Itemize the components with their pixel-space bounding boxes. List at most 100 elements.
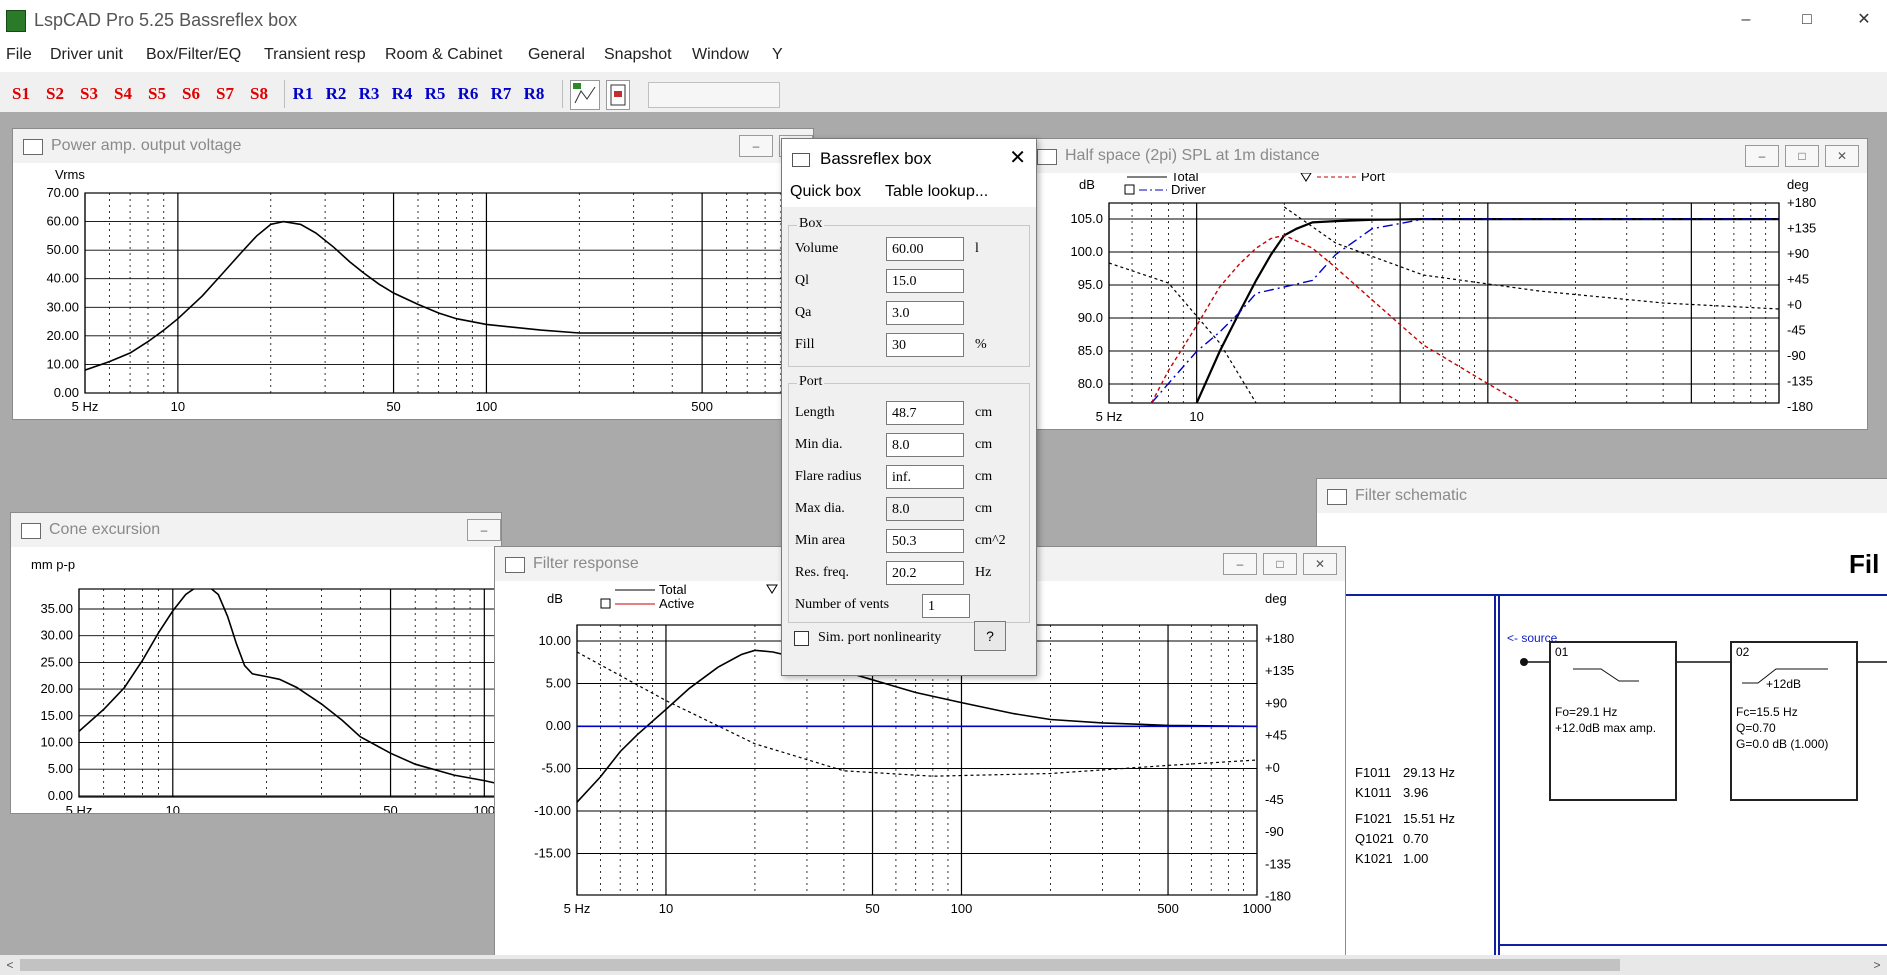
y-tick-label: -5.00 [541, 761, 571, 776]
dialog-titlebar[interactable]: Bassreflex box ✕ [782, 139, 1036, 177]
sim-port-nonlinearity-checkbox[interactable] [794, 631, 809, 646]
group-label: Box [797, 216, 825, 232]
menu-window[interactable]: Window [692, 46, 749, 63]
window-titlebar[interactable]: Cone excursion –□ [11, 513, 501, 547]
port-field-input[interactable]: 8.0 [886, 433, 964, 457]
vents-input[interactable]: 1 [922, 594, 970, 618]
menu-snapshot[interactable]: Snapshot [604, 46, 672, 63]
port-field-unit: Hz [975, 565, 992, 580]
menu-file[interactable]: File [6, 46, 32, 63]
filter-schematic-window[interactable]: Filter schematic Fil <- source 01 Fo=29.… [1316, 478, 1887, 955]
snapshot-button-4[interactable]: S4 [114, 84, 132, 103]
toolbar-separator [284, 80, 285, 108]
graph-tool-icon[interactable] [570, 80, 600, 110]
window-titlebar[interactable]: Filter schematic [1317, 479, 1887, 513]
port-field-input[interactable]: 50.3 [886, 529, 964, 553]
recall-button-4[interactable]: R4 [391, 84, 413, 103]
menu-driver-unit[interactable]: Driver unit [50, 46, 123, 63]
window-title: Filter response [533, 555, 639, 572]
x-tick-label: 500 [691, 399, 713, 414]
window-titlebar[interactable]: Half space (2pi) SPL at 1m distance – □ ✕ [1027, 139, 1867, 173]
minimize-button[interactable]: – [1745, 145, 1779, 167]
close-button[interactable]: ✕ [1825, 145, 1859, 167]
meter-tool-icon[interactable] [606, 80, 630, 110]
bassreflex-dialog[interactable]: Bassreflex box ✕ Quick box Table lookup.… [781, 138, 1037, 676]
port-field-input[interactable]: 20.2 [886, 561, 964, 585]
x-tick-label: 500 [1157, 901, 1179, 916]
box-field-input[interactable]: 30 [886, 333, 964, 357]
y2-tick-label: -45 [1787, 323, 1806, 338]
recall-button-2[interactable]: R2 [325, 84, 347, 103]
y2-tick-label: -135 [1787, 374, 1813, 389]
scroll-thumb[interactable] [20, 959, 1620, 971]
spl-chart: dB deg 105.0 100.0 95.0 90.0 85.0 80.0 +180 +135 +… [1070, 173, 1816, 424]
y-tick-label: 50.00 [46, 242, 79, 257]
port-field-input[interactable]: inf. [886, 465, 964, 489]
port-group: Port [788, 374, 1030, 623]
dialog-icon [792, 153, 810, 167]
scroll-right-icon[interactable]: > [1873, 958, 1881, 972]
box-field-input[interactable]: 15.0 [886, 269, 964, 293]
cone-excursion-window[interactable]: Cone excursion –□ mm p-p 35.00 30.00 25.00 2… [10, 512, 502, 814]
close-button[interactable]: ✕ [1303, 553, 1337, 575]
y-unit-label: dB [547, 591, 563, 606]
recall-button-6[interactable]: R6 [457, 84, 479, 103]
y-tick-label: 105.0 [1070, 211, 1103, 226]
power-amp-window[interactable]: Power amp. output voltage –□ Vrms 70.00 60… [12, 128, 814, 420]
menu-table-lookup[interactable]: Table lookup... [885, 183, 989, 200]
app-maximize-button[interactable]: □ [1802, 11, 1812, 28]
box-field-input[interactable]: 60.00 [886, 237, 964, 261]
maximize-button[interactable]: □ [1263, 553, 1297, 575]
status-field [648, 82, 780, 108]
y-tick-label: 10.00 [40, 735, 73, 750]
y-tick-label: 0.00 [48, 788, 73, 803]
highpass-symbol-icon [1742, 668, 1828, 684]
scroll-left-icon[interactable]: < [6, 958, 14, 972]
menu-transient-resp[interactable]: Transient resp [264, 46, 366, 63]
x-tick-label: 50 [383, 803, 397, 813]
menu-box-filter-eq[interactable]: Box/Filter/EQ [146, 46, 242, 63]
help-button[interactable]: ? [974, 621, 1006, 651]
filter-block-02[interactable]: 02 +12dB Fc=15.5 Hz Q=0.70 G=0.0 dB (1.0… [1730, 641, 1858, 801]
y-tick-label: 40.00 [46, 271, 79, 286]
minimize-button[interactable]: – [1223, 553, 1257, 575]
maximize-button[interactable]: □ [1785, 145, 1819, 167]
snapshot-button-1[interactable]: S1 [12, 84, 30, 103]
menu-quick-box[interactable]: Quick box [790, 183, 862, 200]
recall-button-8[interactable]: R8 [523, 84, 545, 103]
snapshot-button-6[interactable]: S6 [182, 84, 200, 103]
minimize-button[interactable]: – [467, 519, 501, 541]
app-close-button[interactable]: ✕ [1857, 11, 1871, 28]
y2-tick-label: -180 [1787, 399, 1813, 414]
minimize-button[interactable]: – [739, 135, 773, 157]
app-minimize-button[interactable]: – [1741, 11, 1751, 28]
port-field-label: Flare radius [795, 469, 862, 484]
window-title: Power amp. output voltage [51, 137, 242, 154]
dialog-menu: Quick box Table lookup... [782, 177, 1036, 207]
y2-tick-label: -90 [1265, 824, 1284, 839]
spl-window[interactable]: Half space (2pi) SPL at 1m distance – □ ✕ … [1026, 138, 1868, 430]
window-titlebar[interactable]: Power amp. output voltage –□ [13, 129, 813, 163]
recall-button-5[interactable]: R5 [424, 84, 446, 103]
snapshot-button-2[interactable]: S2 [46, 84, 64, 103]
y2-tick-label: +135 [1265, 663, 1294, 678]
dialog-close-button[interactable]: ✕ [1009, 147, 1026, 169]
menu-y[interactable]: Y [772, 46, 783, 63]
snapshot-button-3[interactable]: S3 [80, 84, 98, 103]
param-value: 29.13 Hz [1403, 765, 1456, 780]
power-chart: Vrms 70.00 60.00 50.00 40.00 30.00 20.00 10.00 0… [46, 167, 809, 414]
menu-general[interactable]: General [528, 46, 585, 63]
recall-button-7[interactable]: R7 [490, 84, 512, 103]
box-field-input[interactable]: 3.0 [886, 301, 964, 325]
horizontal-scrollbar[interactable]: < > [0, 955, 1887, 975]
app-logo-icon [6, 10, 26, 32]
recall-button-1[interactable]: R1 [292, 84, 314, 103]
snapshot-button-5[interactable]: S5 [148, 84, 166, 103]
menu-room-cabinet[interactable]: Room & Cabinet [385, 46, 503, 63]
port-field-input[interactable]: 48.7 [886, 401, 964, 425]
param-name: K1021 [1355, 851, 1393, 866]
filter-block-01[interactable]: 01 Fo=29.1 Hz +12.0dB max amp. [1549, 641, 1677, 801]
snapshot-button-8[interactable]: S8 [250, 84, 268, 103]
recall-button-3[interactable]: R3 [358, 84, 380, 103]
snapshot-button-7[interactable]: S7 [216, 84, 234, 103]
